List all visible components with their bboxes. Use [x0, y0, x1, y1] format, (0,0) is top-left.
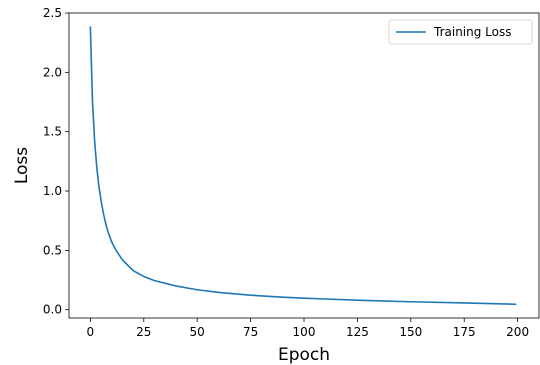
- y-tick-label: 0.5: [43, 243, 62, 257]
- series-line-training-loss: [89, 26, 517, 306]
- y-tick-label: 1.5: [43, 125, 62, 139]
- series-layer: [89, 26, 517, 306]
- x-tick-label: 25: [136, 325, 151, 339]
- y-tick-label: 2.0: [43, 65, 62, 79]
- y-tick-label: 2.5: [43, 6, 62, 20]
- y-axis-label: Loss: [12, 147, 32, 184]
- x-tick-label: 125: [346, 325, 369, 339]
- x-axis-ticks: 0 25 50 75 100 125 150 175 200: [87, 318, 529, 339]
- x-tick-label: 200: [506, 325, 529, 339]
- x-tick-label: 50: [190, 325, 205, 339]
- plot-area-frame: [68, 12, 540, 319]
- x-tick-label: 175: [453, 325, 476, 339]
- y-tick-label: 0.0: [43, 303, 62, 317]
- y-tick-label: 1.0: [43, 184, 62, 198]
- y-axis-ticks: 0.0 0.5 1.0 1.5 2.0 2.5: [43, 6, 69, 317]
- legend-box: [388, 19, 533, 45]
- x-tick-label: 75: [243, 325, 258, 339]
- legend-label-training-loss: Training Loss: [433, 25, 511, 39]
- x-tick-label: 150: [399, 325, 422, 339]
- x-tick-label: 100: [293, 325, 316, 339]
- x-tick-label: 0: [87, 325, 95, 339]
- legend: Training Loss: [388, 19, 533, 45]
- x-axis-label: Epoch: [278, 345, 330, 365]
